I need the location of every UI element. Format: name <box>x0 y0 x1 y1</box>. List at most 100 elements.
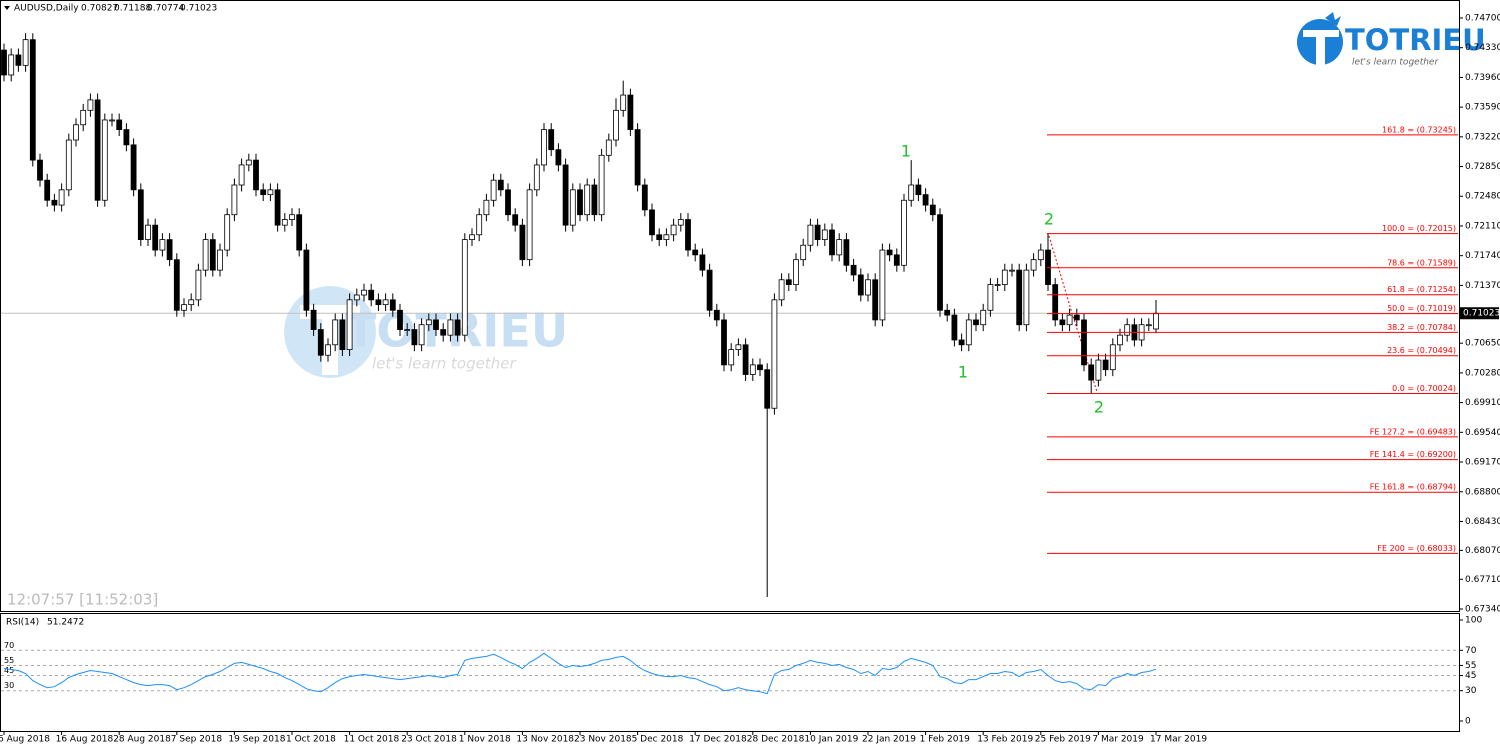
candle-body <box>145 224 151 241</box>
candle-body <box>793 259 799 285</box>
fib-label: FE 200 = (0.68033) <box>1377 544 1456 553</box>
y-tick-label: 0.68800 <box>1465 487 1500 497</box>
ohlc-open: 0.70827 <box>81 4 118 14</box>
candle-body <box>353 294 360 301</box>
logo-icon <box>1316 30 1325 66</box>
y-tick-label: 0.69170 <box>1465 458 1500 468</box>
y-tick-label: 70 <box>1465 646 1477 656</box>
y-tick-label: 0 <box>1465 717 1471 727</box>
y-tick-label: 0.68070 <box>1465 546 1500 556</box>
candle-body <box>1052 284 1059 321</box>
x-tick-label: 23 Oct 2018 <box>401 735 457 745</box>
candle-body <box>195 269 202 301</box>
rsi-value: 51.2472 <box>47 618 84 628</box>
candle-body <box>929 204 936 216</box>
candle-body <box>670 224 677 236</box>
candle-body <box>778 279 785 301</box>
candle-body <box>749 364 756 375</box>
fib-label: 100.0 = (0.72015) <box>1382 224 1456 233</box>
candle-body <box>908 184 915 201</box>
candle-body <box>332 319 339 346</box>
candle-body <box>649 209 655 236</box>
candle-body <box>677 219 684 226</box>
candle-body <box>361 289 367 296</box>
x-tick-label: 17 Mar 2019 <box>1150 735 1207 745</box>
candle-body <box>713 309 720 321</box>
candle-body <box>289 214 295 220</box>
candle-body <box>217 249 223 271</box>
candle-body <box>389 299 396 311</box>
fib-label: FE 127.2 = (0.69483) <box>1370 427 1456 436</box>
candle-body <box>461 239 468 336</box>
candle-body <box>181 304 187 311</box>
candle-body <box>591 184 598 216</box>
candle-body <box>130 144 137 191</box>
candle-body <box>1109 344 1116 371</box>
x-tick-label: 23 Nov 2018 <box>574 735 632 745</box>
candle-body <box>202 239 209 271</box>
candle-body <box>425 319 432 326</box>
x-tick-label: 13 Feb 2019 <box>977 735 1033 745</box>
candle-body <box>325 344 331 356</box>
candle-body <box>505 189 511 216</box>
candle-body <box>944 309 951 316</box>
candle-body <box>685 219 691 251</box>
candle-body <box>951 314 958 341</box>
candle-body <box>541 129 547 166</box>
candle-body <box>29 39 36 161</box>
candle-body <box>1016 269 1023 326</box>
candle-body <box>1088 364 1095 381</box>
x-tick-label: 22 Jan 2019 <box>862 735 916 745</box>
x-tick-label: 10 Jan 2019 <box>804 735 858 745</box>
candle-body <box>44 179 51 201</box>
y-tick-label: 0.67340 <box>1465 604 1500 614</box>
y-tick-label: 0.73220 <box>1465 132 1500 142</box>
candle-body <box>1102 359 1109 371</box>
candle-body <box>555 149 562 166</box>
candle-body <box>109 119 115 122</box>
candle-body <box>800 244 807 261</box>
candle-body <box>728 349 735 366</box>
fib-label: 61.8 = (0.71254) <box>1387 285 1456 294</box>
y-tick-label: 0.69910 <box>1465 398 1500 408</box>
candle-body <box>634 129 641 186</box>
y-tick-label: 100 <box>1465 616 1482 626</box>
candle-body <box>584 184 591 216</box>
candle-body <box>886 249 893 256</box>
candle-body <box>893 254 900 266</box>
y-tick-label: 0.73960 <box>1465 73 1500 83</box>
level-label: 45 <box>4 666 14 675</box>
candle-body <box>757 364 763 371</box>
candle-body <box>613 109 619 141</box>
candle-body <box>260 189 267 196</box>
candle-body <box>51 199 58 206</box>
candle-body <box>857 274 864 296</box>
candle-body <box>937 214 943 311</box>
candle-body <box>922 194 929 206</box>
candle-body <box>483 199 490 216</box>
candle-body <box>526 189 533 261</box>
candle-body <box>224 214 231 251</box>
candle-body <box>310 309 317 330</box>
y-tick-label: 45 <box>1465 671 1476 681</box>
candle-body <box>569 189 576 226</box>
candle-body <box>476 214 483 236</box>
candle-body <box>37 159 43 181</box>
candle-body <box>346 299 353 351</box>
candle-body <box>22 39 29 66</box>
candle-body <box>469 234 475 241</box>
y-tick-label: 0.70280 <box>1465 368 1500 378</box>
fib-label: 50.0 = (0.71019) <box>1387 304 1456 313</box>
candle-body <box>980 309 987 326</box>
candle-body <box>152 224 159 251</box>
candle-body <box>605 139 612 156</box>
candle-body <box>1153 312 1159 330</box>
y-tick-label: 0.72480 <box>1465 192 1500 202</box>
candle-body <box>865 279 871 296</box>
candle-body <box>836 239 843 256</box>
candle-body <box>879 249 886 321</box>
y-tick-label: 0.71740 <box>1465 251 1500 261</box>
y-tick-label: 0.71370 <box>1465 281 1500 291</box>
candle-body <box>296 214 303 251</box>
candle-body <box>245 159 252 166</box>
